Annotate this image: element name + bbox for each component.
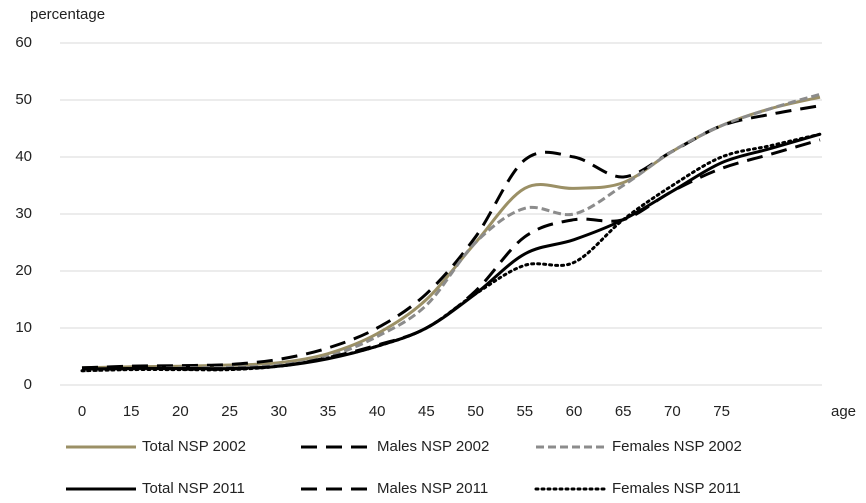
series-line <box>80 132 822 373</box>
x-tick-label: 65 <box>615 403 632 420</box>
x-tick-label: 75 <box>713 403 730 420</box>
y-tick-label: 0 <box>24 376 32 393</box>
x-tick-label: 15 <box>123 403 140 420</box>
x-tick-label: 50 <box>467 403 484 420</box>
y-tick-label: 40 <box>15 148 32 165</box>
y-tick-label: 60 <box>15 34 32 51</box>
series-line <box>81 95 821 370</box>
y-tick-label: 20 <box>15 262 32 279</box>
y-axis-title: percentage <box>30 6 105 23</box>
legend-label: Males NSP 2011 <box>377 480 488 497</box>
x-tick-label: 45 <box>418 403 435 420</box>
x-tick-label: 60 <box>566 403 583 420</box>
series-line <box>81 132 821 371</box>
series-line <box>81 104 821 370</box>
y-tick-label: 30 <box>15 205 32 222</box>
legend-label: Females NSP 2002 <box>612 438 742 455</box>
series-line <box>81 138 821 371</box>
x-tick-label: 70 <box>664 403 681 420</box>
legend-label: Total NSP 2002 <box>142 438 246 455</box>
x-tick-label: 40 <box>369 403 386 420</box>
x-tick-label: 55 <box>516 403 533 420</box>
y-tick-label: 10 <box>15 319 32 336</box>
x-tick-label: 0 <box>78 403 86 420</box>
x-tick-label: 25 <box>221 403 238 420</box>
x-tick-label: 35 <box>320 403 337 420</box>
x-tick-label: 30 <box>270 403 287 420</box>
legend-label: Males NSP 2002 <box>377 438 489 455</box>
x-axis-title: age <box>831 403 856 420</box>
legend-label: Total NSP 2011 <box>142 480 245 497</box>
y-tick-label: 50 <box>15 91 32 108</box>
x-tick-label: 20 <box>172 403 189 420</box>
series-line <box>81 92 821 373</box>
legend-label: Females NSP 2011 <box>612 480 741 497</box>
